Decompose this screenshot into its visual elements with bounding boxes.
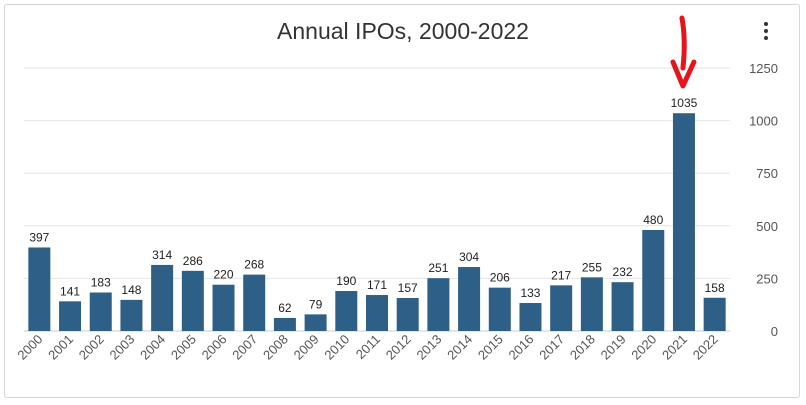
bar-2020[interactable]: [642, 230, 665, 331]
bar-2017[interactable]: [550, 285, 573, 331]
x-tick-label: 2003: [106, 332, 137, 363]
bar-2002[interactable]: [89, 292, 112, 331]
data-label: 217: [551, 268, 571, 282]
bar-2005[interactable]: [181, 270, 204, 331]
x-tick-label: 2015: [475, 332, 506, 363]
arrow-head: [670, 59, 697, 89]
x-tick-label: 2011: [353, 332, 383, 362]
chart-frame: [4, 4, 800, 398]
bar-2009[interactable]: [304, 314, 327, 331]
data-label: 190: [336, 274, 356, 288]
data-label: 255: [582, 260, 602, 274]
y-axis-ticks: 0 250 500 750 1000 1250: [749, 61, 778, 339]
data-label: 268: [244, 258, 264, 272]
bar-2003[interactable]: [120, 299, 143, 331]
data-label: 397: [29, 230, 49, 244]
x-axis-ticks: 2000 2001 2002 2003 2004 2005 2006 2007 2008 2009…: [14, 332, 720, 363]
data-label: 141: [60, 284, 80, 298]
x-tick-label: 2018: [567, 332, 598, 363]
data-label: 157: [398, 281, 418, 295]
x-tick-label: 2020: [628, 332, 659, 363]
data-label: 304: [459, 250, 479, 264]
data-label: 148: [121, 283, 141, 297]
data-label: 171: [367, 278, 387, 292]
arrow-shaft: [679, 15, 687, 71]
bar-2006[interactable]: [212, 284, 235, 331]
bar-2004[interactable]: [151, 264, 174, 331]
x-tick-label: 2002: [76, 332, 107, 363]
data-label: 158: [705, 281, 725, 295]
bar-2019[interactable]: [611, 282, 634, 331]
x-tick-label: 2019: [598, 332, 629, 363]
x-tick-label: 2001: [45, 332, 76, 363]
x-tick-label: 2004: [137, 332, 168, 363]
bar-2000[interactable]: [28, 247, 51, 331]
bar-2014[interactable]: [458, 267, 481, 331]
y-tick-label: 250: [756, 271, 778, 286]
data-label: 220: [214, 268, 234, 282]
x-tick-label: 2006: [199, 332, 230, 363]
bar-2022[interactable]: [703, 297, 726, 331]
bar-2012[interactable]: [396, 297, 419, 331]
x-tick-label: 2016: [506, 332, 537, 363]
bar-2001[interactable]: [59, 301, 82, 331]
x-tick-label: 2012: [383, 332, 414, 363]
bar-2018[interactable]: [580, 277, 603, 331]
bar-2007[interactable]: [243, 274, 266, 331]
bar-2008[interactable]: [273, 317, 296, 331]
x-tick-label: 2022: [690, 332, 721, 363]
data-label: 232: [613, 265, 633, 279]
data-label: 251: [428, 261, 448, 275]
x-tick-label: 2009: [291, 332, 322, 363]
bar-2013[interactable]: [427, 278, 450, 331]
data-label: 1035: [671, 96, 698, 110]
data-label: 206: [490, 271, 510, 285]
y-tick-label: 0: [771, 324, 778, 339]
x-tick-label: 2005: [168, 332, 199, 363]
bars: [28, 113, 726, 332]
data-label: 286: [183, 254, 203, 268]
bar-2010[interactable]: [335, 291, 358, 331]
x-tick-label: 2008: [260, 332, 291, 363]
data-label: 133: [520, 286, 540, 300]
y-tick-label: 1250: [749, 61, 778, 76]
data-label: 79: [309, 297, 323, 311]
x-tick-label: 2021: [659, 332, 690, 363]
x-tick-label: 2000: [14, 332, 45, 363]
bar-2011[interactable]: [366, 295, 388, 331]
x-tick-label: 2013: [413, 332, 444, 363]
y-tick-label: 500: [756, 219, 778, 234]
data-label: 314: [152, 248, 172, 262]
data-label: 183: [91, 275, 111, 289]
bar-2016[interactable]: [519, 303, 542, 331]
chart-title: Annual IPOs, 2000-2022: [277, 18, 529, 44]
x-tick-label: 2007: [229, 332, 260, 363]
bar-2021[interactable]: [672, 113, 695, 332]
data-labels: 397 141 183 148 314 286 220 268 62 79 190 171 157 251…: [29, 96, 725, 315]
kebab-menu-icon[interactable]: [755, 20, 777, 42]
data-label: 480: [643, 213, 663, 227]
x-tick-label: 2014: [444, 332, 475, 363]
y-tick-label: 750: [756, 166, 778, 181]
x-tick-label: 2010: [321, 332, 352, 363]
data-label: 62: [278, 301, 292, 315]
y-tick-label: 1000: [749, 114, 778, 129]
x-tick-label: 2017: [536, 332, 567, 363]
bar-2015[interactable]: [488, 287, 511, 331]
annotation-arrow: [670, 15, 697, 89]
